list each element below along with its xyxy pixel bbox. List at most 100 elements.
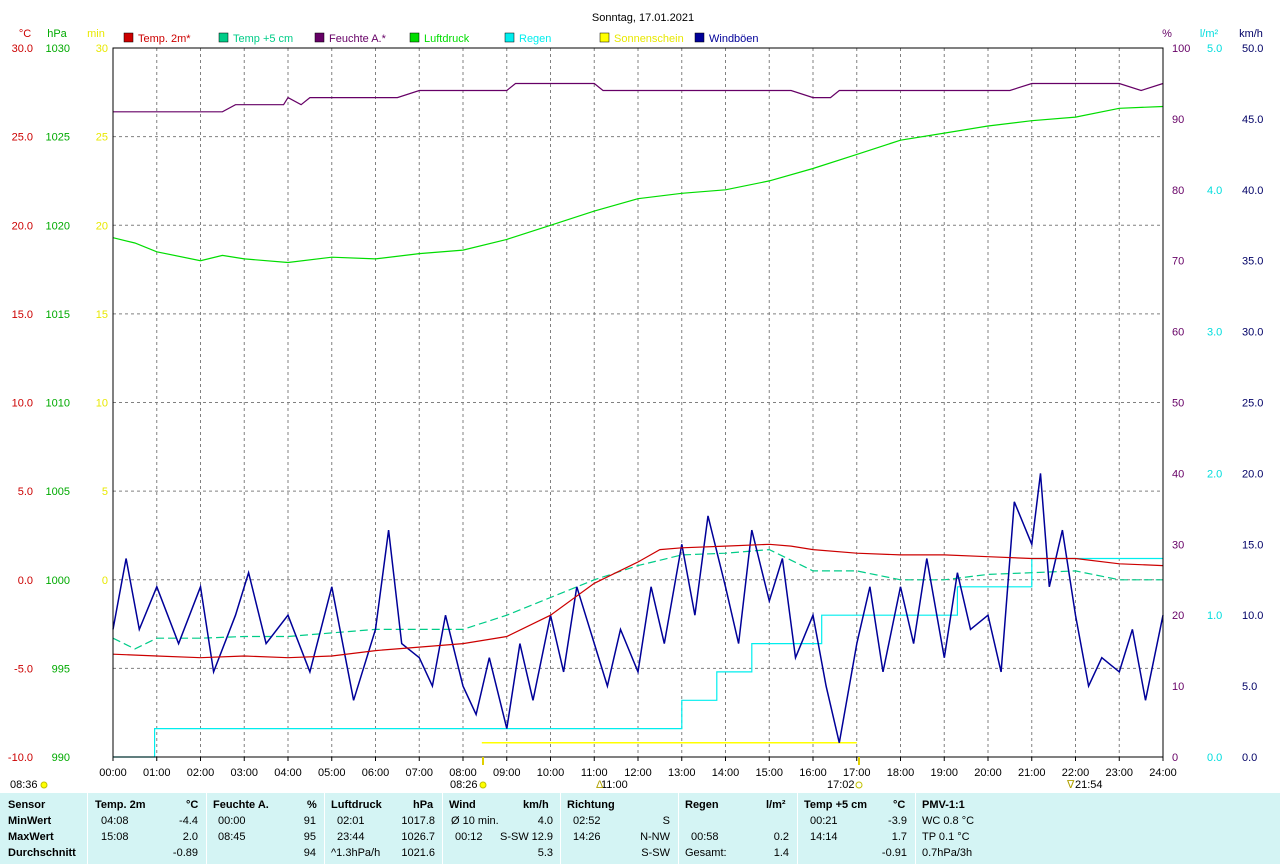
feuchte-max-time: 08:45 [218, 831, 246, 843]
axis-tick-label-left: 1005 [46, 486, 70, 498]
sun-markers: 08:36 08:26 11:00Δ 17:02 ∇ 21:54 [10, 757, 1103, 791]
x-tick-label: 21:00 [1018, 767, 1046, 779]
series-line-regen [113, 557, 1163, 758]
feuchte-unit: % [307, 799, 317, 811]
temp2m-header: Temp. 2m [95, 799, 146, 811]
axis-tick-label-right: 10 [1172, 681, 1184, 693]
legend-swatch [314, 32, 325, 43]
chart-background [0, 0, 1280, 793]
temp2m-max-value: 2.0 [182, 831, 198, 843]
axis-unit-right: % [1162, 28, 1172, 40]
axis-tick-label-right: 20 [1172, 610, 1184, 622]
pmv-trend: 0.7hPa/3h [922, 847, 973, 859]
regen-max-time: 00:58 [691, 831, 719, 843]
x-tick-label: 23:00 [1105, 767, 1133, 779]
axis-tick-label-right: 40 [1172, 468, 1184, 480]
temp2m-min-value: -4.4 [179, 815, 198, 827]
x-tick-label: 12:00 [624, 767, 652, 779]
x-tick-label: 19:00 [930, 767, 958, 779]
x-tick-label: 16:00 [799, 767, 827, 779]
axis-tick-label-right: 15.0 [1242, 539, 1263, 551]
stats-divider [442, 793, 443, 864]
series-line-luftdruck [112, 105, 1164, 264]
pmv-tp: TP 0.1 °C [922, 831, 970, 843]
axis-tick-label-left: 25 [96, 132, 108, 144]
moon-time: 21:54 [1075, 779, 1103, 791]
x-tick-label: 01:00 [143, 767, 171, 779]
weather-chart: Sonntag, 17.01.2021 Temp. 2m* Temp +5 cm F… [0, 0, 1280, 793]
axis-tick-label-right: 70 [1172, 256, 1184, 268]
sunrise-icon [40, 781, 48, 789]
temp5-header: Temp +5 cm [804, 799, 868, 811]
x-tick-label: 10:00 [537, 767, 565, 779]
legend-label: Temp. 2m* [138, 33, 191, 45]
richtung-r2-value: N-NW [640, 831, 670, 843]
richtung-r2-time: 14:26 [573, 831, 601, 843]
axis-tick-label-right: 45.0 [1242, 114, 1263, 126]
axis-tick-label-left: 15 [96, 309, 108, 321]
regen-unit: l/m² [766, 799, 786, 811]
axis-unit-left: min [87, 28, 105, 40]
axis-tick-label-left: 1030 [46, 43, 70, 55]
legend-label: Regen [519, 33, 551, 45]
temp5-min-value: -3.9 [888, 815, 907, 827]
sunrise-time: 08:36 [10, 779, 38, 791]
sensor-header: Sensor [8, 799, 46, 811]
feuchte-header: Feuchte A. [213, 799, 269, 811]
axis-tick-label-right: 50 [1172, 398, 1184, 410]
x-tick-label: 15:00 [755, 767, 783, 779]
legend-swatch [409, 32, 420, 43]
feuchte-min-time: 00:00 [218, 815, 246, 827]
axis-tick-label-right: 90 [1172, 114, 1184, 126]
axis-tick-label-left: 995 [52, 663, 70, 675]
axis-tick-label-left: 1015 [46, 309, 70, 321]
axis-tick-label-left: 30.0 [12, 43, 33, 55]
temp5-min-time: 00:21 [810, 815, 838, 827]
axis-tick-label-right: 50.0 [1242, 43, 1263, 55]
axis-tick-label-left: 30 [96, 43, 108, 55]
temp5-avg: -0.91 [881, 847, 907, 859]
wind-header: Wind [449, 799, 476, 811]
legend-swatch [599, 32, 610, 43]
temp2m-unit: °C [186, 799, 199, 811]
temp5-unit: °C [893, 799, 906, 811]
axis-tick-label-left: 0 [102, 575, 108, 587]
x-tick-label: 05:00 [318, 767, 346, 779]
pmv-wc: WC 0.8 °C [922, 815, 975, 827]
axis-tick-label-right: 30.0 [1242, 327, 1263, 339]
regen-total-value: 1.4 [773, 847, 789, 859]
sunset-icon [855, 781, 863, 789]
axis-unit-left: °C [19, 28, 31, 40]
axis-tick-label-right: 35.0 [1242, 256, 1263, 268]
row-label-min: MinWert [8, 815, 52, 827]
wind-avg10-value: 4.0 [537, 815, 553, 827]
x-tick-label: 02:00 [187, 767, 215, 779]
pmv-header: PMV-1:1 [922, 799, 965, 811]
stats-panel: Sensor MinWert MaxWert Durchschnitt Temp… [0, 793, 1280, 864]
wind-avg10-label: Ø 10 min. [451, 815, 499, 827]
wind-unit: km/h [523, 799, 549, 811]
feuchte-min-value: 91 [303, 815, 316, 827]
axis-tick-label-left: -5.0 [14, 663, 33, 675]
axis-tick-label-right: 80 [1172, 185, 1184, 197]
moon-icon: ∇ [1066, 779, 1075, 791]
sun-icon [479, 781, 487, 789]
axis-tick-label-left: 5 [102, 486, 108, 498]
luftdruck-min-value: 1017.8 [401, 815, 435, 827]
temp2m-max-time: 15:08 [101, 831, 129, 843]
feuchte-max-value: 95 [303, 831, 316, 843]
axis-tick-label-right: 25.0 [1242, 398, 1263, 410]
axis-tick-label-right: 20.0 [1242, 468, 1263, 480]
legend-swatch [694, 32, 705, 43]
axis-tick-label-left: 10.0 [12, 398, 33, 410]
x-tick-label: 07:00 [405, 767, 433, 779]
row-label-avg: Durchschnitt [8, 847, 76, 859]
series-line-temp-2m [112, 543, 1164, 659]
noon-time: 11:00 [601, 779, 628, 791]
axis-unit-right: km/h [1239, 28, 1263, 40]
x-tick-label: 14:00 [712, 767, 740, 779]
legend-label: Luftdruck [424, 33, 470, 45]
temp2m-min-time: 04:08 [101, 815, 129, 827]
temp5-max-value: 1.7 [891, 831, 907, 843]
